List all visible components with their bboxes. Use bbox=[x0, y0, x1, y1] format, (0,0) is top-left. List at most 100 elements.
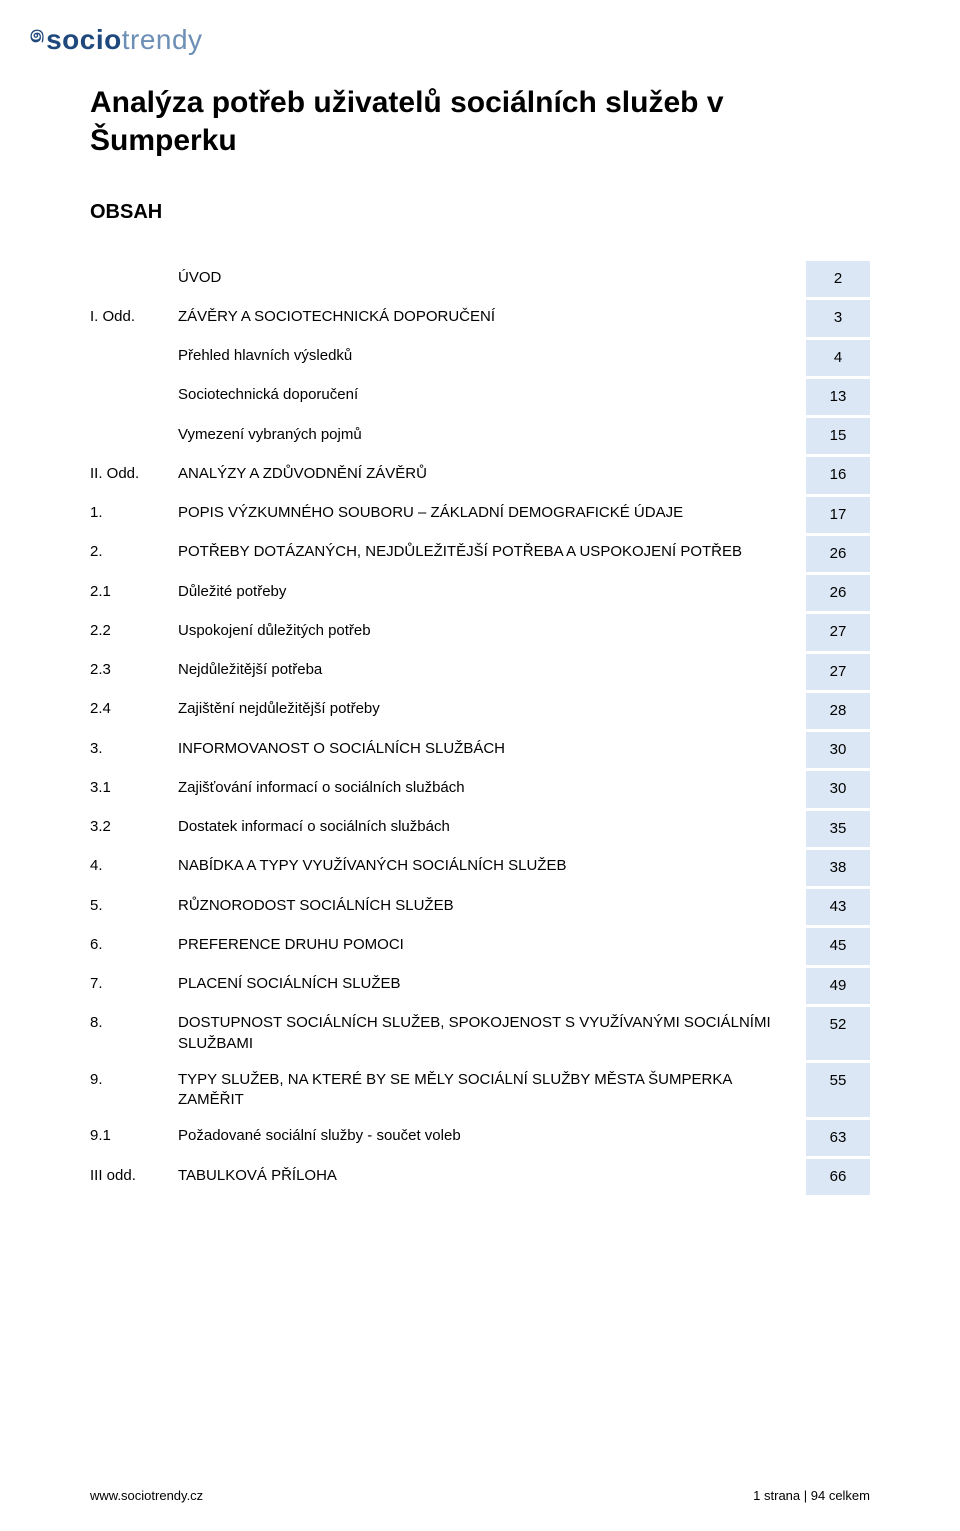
toc-row: Přehled hlavních výsledků4 bbox=[90, 338, 870, 377]
toc-row-page: 13 bbox=[806, 377, 870, 416]
logo-mark-icon: ෧ bbox=[30, 22, 44, 48]
toc-row-number: 9.1 bbox=[90, 1118, 172, 1157]
toc-row-number: 2.3 bbox=[90, 652, 172, 691]
toc-row-number: 3.2 bbox=[90, 809, 172, 848]
toc-row-page: 27 bbox=[806, 613, 870, 652]
toc-row-page: 35 bbox=[806, 809, 870, 848]
toc-row-page: 63 bbox=[806, 1118, 870, 1157]
toc-row-page: 55 bbox=[806, 1062, 870, 1119]
toc-row-page: 66 bbox=[806, 1158, 870, 1197]
toc-row-text: Uspokojení důležitých potřeb bbox=[172, 613, 806, 652]
toc-row-text: Sociotechnická doporučení bbox=[172, 377, 806, 416]
toc-row-number: 5. bbox=[90, 888, 172, 927]
toc-row-page: 45 bbox=[806, 927, 870, 966]
toc-row-text: PREFERENCE DRUHU POMOCI bbox=[172, 927, 806, 966]
toc-row-number: 3.1 bbox=[90, 770, 172, 809]
toc-row-text: Přehled hlavních výsledků bbox=[172, 338, 806, 377]
toc-row-number: 1. bbox=[90, 495, 172, 534]
table-of-contents: ÚVOD2I. Odd.ZÁVĚRY A SOCIOTECHNICKÁ DOPO… bbox=[90, 258, 870, 1198]
toc-row: 4.NABÍDKA A TYPY VYUŽÍVANÝCH SOCIÁLNÍCH … bbox=[90, 848, 870, 887]
toc-row: 2.3Nejdůležitější potřeba27 bbox=[90, 652, 870, 691]
toc-row: 5.RŮZNORODOST SOCIÁLNÍCH SLUŽEB43 bbox=[90, 888, 870, 927]
logo-text-part2: trendy bbox=[122, 24, 203, 55]
toc-row-text: Nejdůležitější potřeba bbox=[172, 652, 806, 691]
toc-row-number bbox=[90, 260, 172, 299]
toc-row-number: II. Odd. bbox=[90, 456, 172, 495]
page: ෧ sociotrendy Analýza potřeb uživatelů s… bbox=[0, 0, 960, 1531]
toc-row-text: Požadované sociální služby - součet vole… bbox=[172, 1118, 806, 1157]
toc-row-text: INFORMOVANOST O SOCIÁLNÍCH SLUŽBÁCH bbox=[172, 731, 806, 770]
toc-row-text: TYPY SLUŽEB, NA KTERÉ BY SE MĚLY SOCIÁLN… bbox=[172, 1062, 806, 1119]
toc-row-number: 2.1 bbox=[90, 574, 172, 613]
toc-row-page: 26 bbox=[806, 574, 870, 613]
toc-row: ÚVOD2 bbox=[90, 260, 870, 299]
toc-row: 3.INFORMOVANOST O SOCIÁLNÍCH SLUŽBÁCH30 bbox=[90, 731, 870, 770]
page-footer: www.sociotrendy.cz 1 strana | 94 celkem bbox=[90, 1488, 870, 1503]
toc-row-text: Důležité potřeby bbox=[172, 574, 806, 613]
toc-row-page: 16 bbox=[806, 456, 870, 495]
toc-row-text: RŮZNORODOST SOCIÁLNÍCH SLUŽEB bbox=[172, 888, 806, 927]
footer-page-info: 1 strana | 94 celkem bbox=[753, 1488, 870, 1503]
toc-row-text: ÚVOD bbox=[172, 260, 806, 299]
toc-row: II. Odd.ANALÝZY A ZDŮVODNĚNÍ ZÁVĚRŮ16 bbox=[90, 456, 870, 495]
toc-row-page: 2 bbox=[806, 260, 870, 299]
footer-url: www.sociotrendy.cz bbox=[90, 1488, 203, 1503]
toc-row-number: 2. bbox=[90, 534, 172, 573]
toc-row: 9.TYPY SLUŽEB, NA KTERÉ BY SE MĚLY SOCIÁ… bbox=[90, 1062, 870, 1119]
toc-row-number: 2.2 bbox=[90, 613, 172, 652]
toc-row-page: 49 bbox=[806, 966, 870, 1005]
toc-row-page: 27 bbox=[806, 652, 870, 691]
page-title: Analýza potřeb uživatelů sociálních služ… bbox=[90, 84, 870, 159]
logo-text: sociotrendy bbox=[46, 24, 202, 56]
toc-row-page: 17 bbox=[806, 495, 870, 534]
toc-row-page: 52 bbox=[806, 1005, 870, 1062]
toc-row-number bbox=[90, 377, 172, 416]
toc-row: 2.4Zajištění nejdůležitější potřeby28 bbox=[90, 691, 870, 730]
toc-row: 1.POPIS VÝZKUMNÉHO SOUBORU – ZÁKLADNÍ DE… bbox=[90, 495, 870, 534]
toc-row-page: 26 bbox=[806, 534, 870, 573]
toc-row-number bbox=[90, 338, 172, 377]
toc-row: Sociotechnická doporučení13 bbox=[90, 377, 870, 416]
toc-row-page: 30 bbox=[806, 770, 870, 809]
toc-row-page: 38 bbox=[806, 848, 870, 887]
toc-row-number: 3. bbox=[90, 731, 172, 770]
toc-row-number: 4. bbox=[90, 848, 172, 887]
toc-row-number: 9. bbox=[90, 1062, 172, 1119]
toc-row-text: ZÁVĚRY A SOCIOTECHNICKÁ DOPORUČENÍ bbox=[172, 299, 806, 338]
toc-row-text: TABULKOVÁ PŘÍLOHA bbox=[172, 1158, 806, 1197]
toc-row: 3.2Dostatek informací o sociálních služb… bbox=[90, 809, 870, 848]
toc-row-number: 6. bbox=[90, 927, 172, 966]
toc-row-number: I. Odd. bbox=[90, 299, 172, 338]
toc-row-page: 4 bbox=[806, 338, 870, 377]
toc-row-page: 15 bbox=[806, 417, 870, 456]
toc-row-page: 43 bbox=[806, 888, 870, 927]
toc-row: 2.2Uspokojení důležitých potřeb27 bbox=[90, 613, 870, 652]
toc-row-number: 7. bbox=[90, 966, 172, 1005]
toc-row-text: ANALÝZY A ZDŮVODNĚNÍ ZÁVĚRŮ bbox=[172, 456, 806, 495]
toc-row-text: POPIS VÝZKUMNÉHO SOUBORU – ZÁKLADNÍ DEMO… bbox=[172, 495, 806, 534]
toc-row: 8.DOSTUPNOST SOCIÁLNÍCH SLUŽEB, SPOKOJEN… bbox=[90, 1005, 870, 1062]
logo: ෧ sociotrendy bbox=[30, 24, 870, 56]
toc-row-text: Vymezení vybraných pojmů bbox=[172, 417, 806, 456]
toc-row-text: NABÍDKA A TYPY VYUŽÍVANÝCH SOCIÁLNÍCH SL… bbox=[172, 848, 806, 887]
toc-row-number bbox=[90, 417, 172, 456]
logo-text-part1: socio bbox=[46, 24, 122, 55]
toc-row-text: DOSTUPNOST SOCIÁLNÍCH SLUŽEB, SPOKOJENOS… bbox=[172, 1005, 806, 1062]
toc-row: I. Odd.ZÁVĚRY A SOCIOTECHNICKÁ DOPORUČEN… bbox=[90, 299, 870, 338]
toc-row-text: Zajišťování informací o sociálních služb… bbox=[172, 770, 806, 809]
toc-row-text: Zajištění nejdůležitější potřeby bbox=[172, 691, 806, 730]
toc-row-text: POTŘEBY DOTÁZANÝCH, NEJDŮLEŽITĚJŠÍ POTŘE… bbox=[172, 534, 806, 573]
toc-row-page: 30 bbox=[806, 731, 870, 770]
toc-row-number: 8. bbox=[90, 1005, 172, 1062]
toc-row-text: PLACENÍ SOCIÁLNÍCH SLUŽEB bbox=[172, 966, 806, 1005]
toc-row: III odd.TABULKOVÁ PŘÍLOHA66 bbox=[90, 1158, 870, 1197]
contents-heading: OBSAH bbox=[90, 201, 870, 224]
toc-row: 2.POTŘEBY DOTÁZANÝCH, NEJDŮLEŽITĚJŠÍ POT… bbox=[90, 534, 870, 573]
toc-row-page: 28 bbox=[806, 691, 870, 730]
toc-row-page: 3 bbox=[806, 299, 870, 338]
toc-row: 3.1Zajišťování informací o sociálních sl… bbox=[90, 770, 870, 809]
toc-row: Vymezení vybraných pojmů15 bbox=[90, 417, 870, 456]
toc-row-number: III odd. bbox=[90, 1158, 172, 1197]
toc-row-text: Dostatek informací o sociálních službách bbox=[172, 809, 806, 848]
toc-row: 7.PLACENÍ SOCIÁLNÍCH SLUŽEB49 bbox=[90, 966, 870, 1005]
